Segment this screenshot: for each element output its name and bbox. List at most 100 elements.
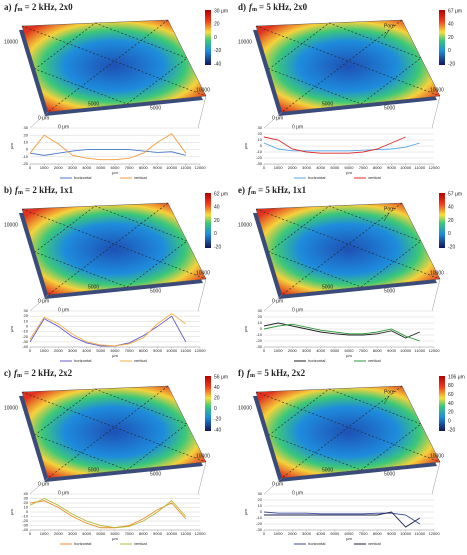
y-tick-label: 0 [26, 147, 29, 152]
panel-title: d) fm = 5 kHz, 2x0 [238, 2, 308, 13]
legend-label: vertical [368, 175, 381, 180]
map-label: 5000 [88, 101, 99, 107]
panel-label: e) [238, 185, 245, 195]
x-tick-label: 8000 [373, 165, 383, 170]
y-tick-label: 10 [24, 318, 29, 323]
x-tick-label: 7000 [125, 165, 135, 170]
x-tick-label: 4000 [82, 531, 92, 536]
y-tick-label: 0 [26, 509, 29, 514]
x-tick-label: 8000 [139, 531, 149, 536]
center-square [268, 205, 422, 288]
series-line [29, 133, 187, 161]
legend-label: vertical [134, 358, 147, 363]
y-tick-label: 20 [24, 132, 29, 137]
colorbar-tick: 0 [214, 406, 217, 412]
x-tick-label: 7000 [359, 348, 369, 353]
map-label: 5000 [384, 105, 395, 111]
colorbar-tick: 20 [448, 218, 454, 224]
y-tick-label: 10 [258, 137, 263, 142]
colorbar-tick: -40 [214, 61, 221, 67]
diag [21, 391, 207, 463]
diag [255, 25, 441, 97]
zoom-line [263, 111, 283, 129]
x-tick-label: 5000 [330, 348, 340, 353]
setting: = 2 kHz, 1x1 [25, 185, 74, 195]
panel-title: b) fm = 2 kHz, 1x1 [4, 185, 74, 196]
diag [21, 208, 207, 280]
zoom-line [263, 294, 283, 312]
panel-title: c) fm = 2 kHz, 2x2 [4, 368, 73, 379]
y-tick-label: 40 [24, 491, 29, 496]
x-tick-label: 9000 [387, 348, 397, 353]
x-tick-label: 11000 [414, 531, 426, 536]
map-label: 10000 [238, 222, 252, 228]
colorbar-tick: -20 [214, 48, 221, 54]
y-tick-label: 30 [24, 125, 29, 130]
x-tick-label: 12000 [194, 348, 206, 353]
x-tick-label: 10000 [400, 531, 412, 536]
map-label: 0 μm [38, 115, 49, 121]
x-tick-label: 6000 [111, 165, 121, 170]
x-tick-label: 7000 [359, 531, 369, 536]
series-line [29, 498, 187, 529]
y-tick-label: -20 [22, 161, 29, 166]
colorbar-tick: -20 [214, 244, 221, 250]
y-tick-label: -30 [256, 527, 263, 532]
diag [47, 19, 169, 113]
map-label: 10000 [430, 453, 444, 459]
y-tick-label: 0 [260, 143, 263, 148]
x-tick-label: 12000 [194, 531, 206, 536]
y-tick-label: -30 [256, 161, 263, 166]
x-tick-label: 7000 [125, 531, 135, 536]
y-tick-label: -20 [256, 338, 263, 343]
colorbar-tick: 20 [214, 22, 220, 28]
zoom-line [29, 111, 49, 129]
pore-leader [383, 395, 390, 405]
x-tick-label: 4000 [316, 348, 326, 353]
colorbar-tick: -20 [214, 417, 221, 423]
y-tick-label: 0 [260, 326, 263, 331]
map-label: 5000 [88, 467, 99, 473]
colorbar-tick: 40 [448, 22, 454, 28]
y-axis-label: μm [243, 326, 248, 332]
y-tick-label: 10 [258, 503, 263, 508]
colorbar-tick: 0 [448, 48, 451, 54]
y-tick-label: 10 [24, 505, 29, 510]
y-tick-label: -30 [22, 523, 29, 528]
zoom-line [197, 461, 207, 495]
x-tick-label: 0 [29, 348, 32, 353]
x-tick-label: 5000 [96, 165, 106, 170]
x-tick-label: 2000 [54, 348, 64, 353]
x-tick-label: 0 [29, 165, 32, 170]
x-tick-label: 1000 [274, 531, 284, 536]
map-label: 10000 [4, 222, 18, 228]
x-tick-label: 1000 [40, 165, 50, 170]
legend-label: horizontal [308, 175, 325, 180]
map-label: 5000 [150, 288, 161, 294]
colorbar [439, 193, 445, 248]
setting: = 2 kHz, 2x2 [24, 368, 73, 378]
colorbar-tick: -40 [214, 427, 221, 433]
x-tick-label: 11000 [180, 348, 192, 353]
x-tick-label: 5000 [330, 531, 340, 536]
y-tick-label: 30 [258, 491, 263, 496]
freq-subscript: m [251, 190, 256, 196]
freq-subscript: m [18, 7, 23, 13]
colorbar [205, 10, 211, 65]
surface-map [21, 202, 207, 296]
colorbar-tick: 0 [448, 418, 451, 424]
freq-subscript: m [17, 373, 22, 379]
colorbar-tick: -20 [448, 244, 455, 250]
y-tick-label: 20 [258, 131, 263, 136]
freq-symbol: f [247, 368, 251, 378]
y-tick-label: -20 [22, 518, 29, 523]
colorbar-top: 57 μm [448, 191, 462, 197]
x-tick-label: 0 [263, 348, 266, 353]
x-tick-label: 3000 [302, 348, 312, 353]
center-square [34, 205, 188, 288]
colorbar-top: 106 μm [448, 374, 465, 380]
